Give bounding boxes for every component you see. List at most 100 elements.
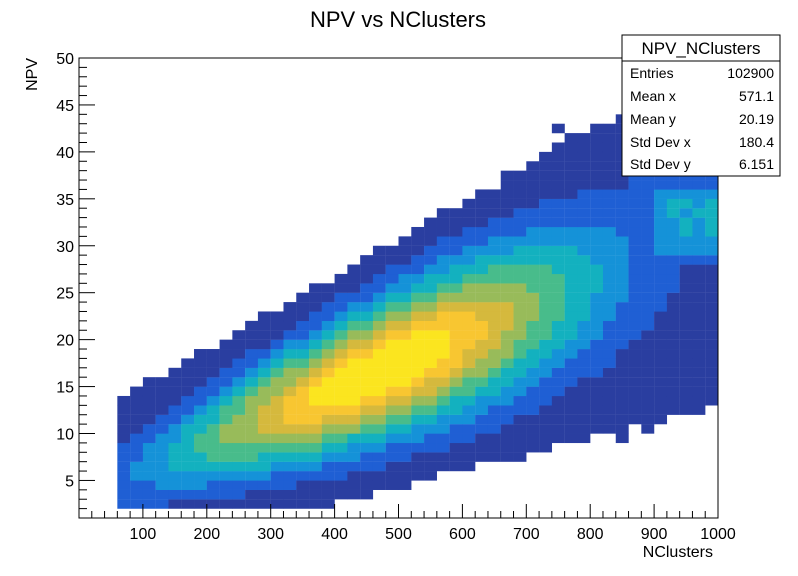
heatmap-cell [309,452,322,462]
heatmap-cell [590,245,604,256]
heatmap-cell [360,414,374,425]
heatmap-cell [347,358,361,368]
heatmap-cell [513,358,527,368]
heatmap-cell [398,386,412,397]
heatmap-cell [424,452,437,462]
heatmap-cell [372,461,386,472]
heatmap-cell [206,358,220,368]
heatmap-cell [641,405,655,415]
heatmap-cell [615,283,629,293]
heatmap-cell [602,367,616,378]
heatmap-cell [564,292,578,303]
heatmap-cell [705,302,719,312]
heatmap-cell [679,386,693,397]
heatmap-cell [257,442,271,453]
heatmap-cell [526,264,540,275]
heatmap-cell [526,180,540,190]
heatmap-cell [347,405,361,415]
heatmap-cell [449,452,463,462]
heatmap-cell [270,424,284,434]
stats-value-std-dev-y: 6.151 [739,156,774,172]
heatmap-cell [500,442,514,453]
heatmap-cell [424,405,437,415]
heatmap-cell [590,133,604,143]
x-tick-label: 800 [577,526,604,543]
heatmap-cell [270,377,284,387]
heatmap-cell [564,189,578,199]
heatmap-cell [283,311,297,322]
heatmap-cell [679,217,693,228]
heatmap-cell [526,161,540,171]
heatmap-cell [270,386,284,397]
heatmap-cell [398,480,412,490]
heatmap-cell [679,367,693,378]
heatmap-cell [194,480,207,490]
heatmap-cell [602,236,616,246]
heatmap-cell [372,405,386,415]
heatmap-cell [513,180,527,190]
heatmap-cell [628,302,642,312]
heatmap-cell [500,320,514,331]
heatmap-cell [309,358,322,368]
heatmap-cell [411,292,425,303]
heatmap-cell [462,367,476,378]
heatmap-cell [155,480,169,490]
heatmap-cell [372,367,386,378]
heatmap-cell [513,208,527,218]
heatmap-cell [475,405,489,415]
heatmap-cell [462,461,476,472]
heatmap-cell [564,273,578,284]
heatmap-cell [705,377,719,387]
heatmap-cell [679,245,693,256]
heatmap-cell [219,424,233,434]
heatmap-cell [424,283,437,293]
heatmap-cell [705,311,719,322]
heatmap-cell [155,499,169,509]
heatmap-cell [206,405,220,415]
heatmap-cell [398,292,412,303]
heatmap-cell [602,123,616,134]
heatmap-cell [360,452,374,462]
heatmap-cell [257,367,271,378]
heatmap-cell [577,358,591,368]
heatmap-cell [462,302,476,312]
heatmap-cell [232,499,246,509]
heatmap-cell [692,320,706,331]
heatmap-cell [475,283,489,293]
heatmap-cell [654,414,668,425]
heatmap-cell [436,414,450,425]
heatmap-cell [334,367,348,378]
heatmap-cell [615,255,629,265]
heatmap-cell [705,283,719,293]
heatmap-cell [462,245,476,256]
heatmap-cell [257,499,271,509]
heatmap-cell [475,255,489,265]
heatmap-cell [500,180,514,190]
heatmap-cell [615,189,629,199]
heatmap-cell [232,367,246,378]
heatmap-cell [436,395,450,406]
heatmap-cell [679,273,693,284]
heatmap-cell [602,151,616,162]
heatmap-cell [590,320,604,331]
heatmap-cell [666,311,680,322]
heatmap-cell [590,255,604,265]
heatmap-cell [347,339,361,350]
heatmap-cell [564,414,578,425]
heatmap-cell [296,442,310,453]
heatmap-cell [539,339,553,350]
heatmap-cell [602,142,616,153]
heatmap-cell [590,349,604,359]
heatmap-cell [654,386,668,397]
heatmap-cell [436,367,450,378]
heatmap-cell [257,320,271,331]
heatmap-cell [411,461,425,472]
heatmap-cell [513,226,527,237]
heatmap-cell [372,349,386,359]
heatmap-cell [347,424,361,434]
heatmap-cell [628,292,642,303]
heatmap-cell [117,433,131,444]
heatmap-cell [347,349,361,359]
heatmap-cell [487,339,501,350]
heatmap-cell [424,245,437,256]
